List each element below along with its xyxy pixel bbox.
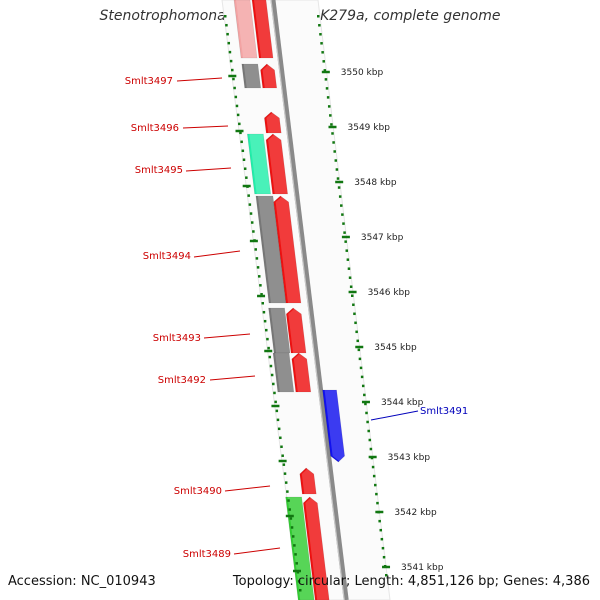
tick-layer: 3550 kbp 3549 kbp 3548 kbp 3547 kbp 3546 kbp… xyxy=(224,15,444,592)
gene-label-leader xyxy=(193,250,241,258)
gene-block-3489-green xyxy=(285,496,315,600)
tick-label: 3543 kbp xyxy=(388,453,431,463)
gene-label[interactable]: Smlt3489 xyxy=(183,549,231,560)
cds-faded-top-red-sheen xyxy=(254,0,276,58)
cds-smlt3491-sheen xyxy=(324,390,347,462)
cds-smlt3491 xyxy=(322,389,345,463)
gene-block-3497-grey-sheen xyxy=(243,64,263,88)
gene-label[interactable]: Smlt3497 xyxy=(125,76,173,87)
backbone-highlight xyxy=(270,0,345,600)
cds-smlt3490 xyxy=(299,467,317,495)
gene-block-3495-teal xyxy=(247,133,272,195)
cds-smlt3496 xyxy=(264,111,282,134)
gene-label-leader xyxy=(185,167,232,172)
cds-faded-top-red xyxy=(251,0,274,59)
gene-block-3492-grey-sheen xyxy=(275,353,296,392)
gene-block-3492-grey xyxy=(272,352,295,393)
cds-smlt3495 xyxy=(265,133,289,195)
gene-block-3493-grey-sheen xyxy=(270,308,293,353)
tick-label: 3545 kbp xyxy=(374,343,417,353)
feature-layer xyxy=(221,0,391,600)
gene-block-3495-teal-sheen xyxy=(249,134,273,194)
gene-label[interactable]: Smlt3492 xyxy=(158,375,206,386)
genome-summary: Topology: circular; Length: 4,851,126 bp… xyxy=(232,574,590,589)
gene-label-leader xyxy=(370,410,419,421)
tick-rail-left xyxy=(224,15,302,592)
gene-block-3494-grey-sheen xyxy=(257,196,288,303)
cds-smlt3492 xyxy=(291,352,312,393)
cds-smlt3497 xyxy=(260,63,278,89)
tick-label: 3548 kbp xyxy=(354,178,397,188)
cds-faded-top-grey xyxy=(233,0,258,59)
gene-label[interactable]: Smlt3494 xyxy=(143,251,191,262)
cds-smlt3489 xyxy=(303,496,330,600)
tick-label: 3546 kbp xyxy=(368,288,411,298)
gene-block-3493-grey xyxy=(268,307,291,354)
tick-label: 3541 kbp xyxy=(401,563,444,573)
tick-label: 3544 kbp xyxy=(381,398,424,408)
gene-label-leader xyxy=(233,547,281,555)
gene-label-leader xyxy=(182,125,229,129)
tick-label: 3550 kbp xyxy=(341,68,384,78)
cds-smlt3495-sheen xyxy=(268,134,290,194)
gene-label[interactable]: Smlt3493 xyxy=(153,333,201,344)
cds-smlt3493-sheen xyxy=(288,308,309,353)
gene-label-leader xyxy=(209,375,256,381)
gene-label[interactable]: Smlt3495 xyxy=(135,165,183,176)
tick-label: 3547 kbp xyxy=(361,233,404,243)
gene-label[interactable]: Smlt3490 xyxy=(174,486,222,497)
cds-smlt3489-sheen xyxy=(305,497,332,600)
cds-smlt3494-sheen xyxy=(275,196,303,303)
cds-smlt3497-sheen xyxy=(262,64,279,88)
gene-label-layer: Smlt3497 Smlt3496 Smlt3495 Smlt3494 Smlt3493… xyxy=(125,76,469,560)
tick-label: 3549 kbp xyxy=(348,123,391,133)
gene-label[interactable]: Smlt3491 xyxy=(420,406,468,417)
backbone-line xyxy=(270,0,349,600)
gene-block-3489-green-sheen xyxy=(287,497,317,600)
cds-smlt3492-sheen xyxy=(293,353,313,392)
gene-label[interactable]: Smlt3496 xyxy=(131,123,179,134)
cds-smlt3493 xyxy=(285,307,307,354)
accession-label: Accession: NC_010943 xyxy=(8,574,156,589)
gene-label-leader xyxy=(224,485,271,492)
cds-smlt3490-sheen xyxy=(301,468,319,494)
gene-label-leader xyxy=(176,77,223,82)
cds-smlt3496-sheen xyxy=(266,112,284,133)
tick-label: 3542 kbp xyxy=(394,508,437,518)
gene-block-3497-grey xyxy=(241,63,262,89)
cds-smlt3494 xyxy=(273,195,302,304)
cds-faded-top-grey-sheen xyxy=(236,0,260,58)
gene-label-leader xyxy=(203,333,251,339)
